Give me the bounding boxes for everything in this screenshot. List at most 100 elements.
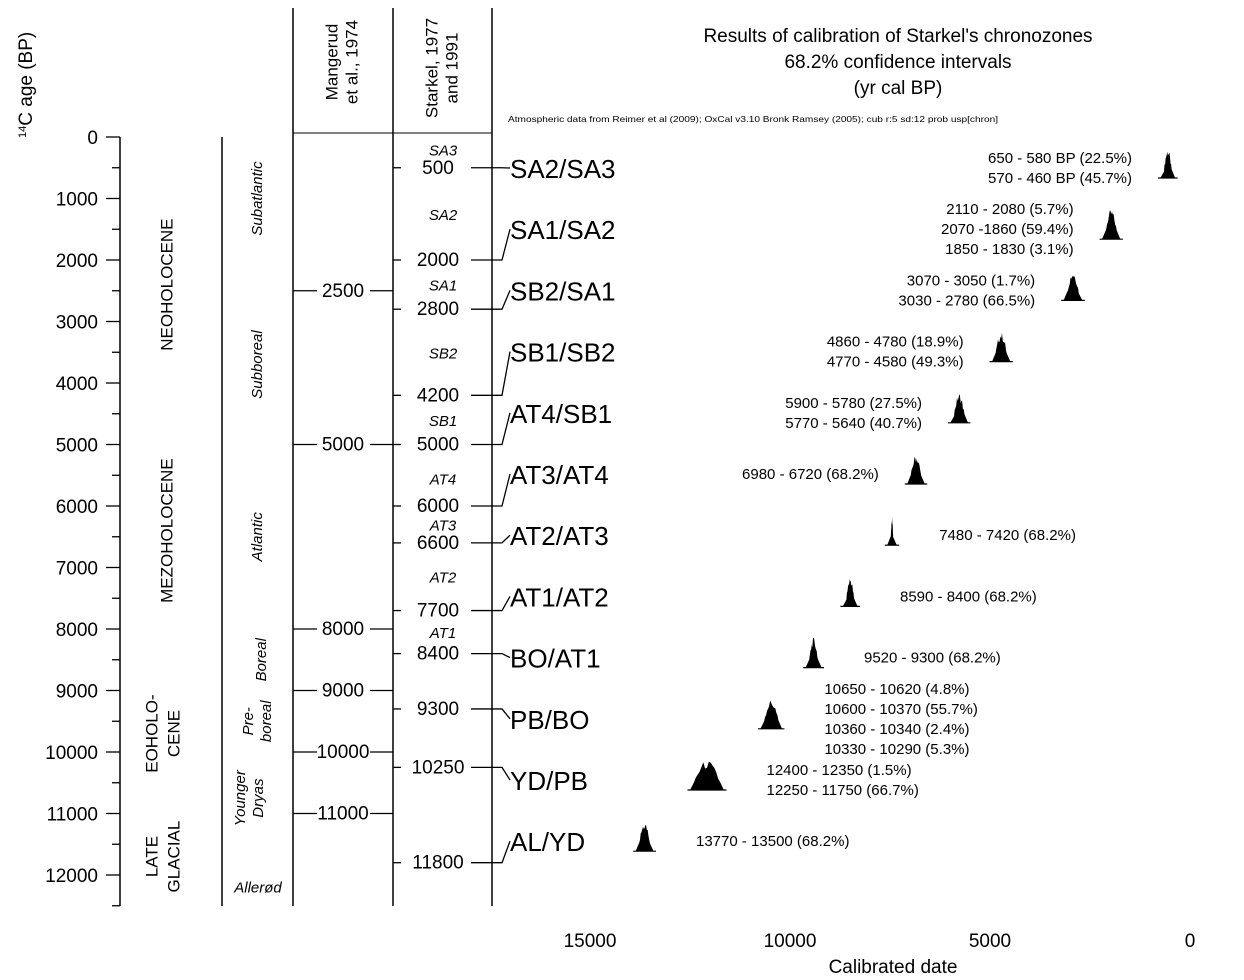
chart-title-line: Results of calibration of Starkel's chro… — [703, 26, 1092, 47]
series-range-label: 6980 - 6720 (68.2%) — [742, 466, 879, 483]
series-boundary-label: SA1/SA2 — [510, 215, 616, 245]
series-distribution-area — [887, 515, 897, 546]
series-boundary-label: BO/AT1 — [510, 644, 601, 674]
series-connector — [492, 412, 511, 446]
series-range-label: 5900 - 5780 (27.5%) — [785, 395, 922, 412]
starkel-header: Starkel, 1977 and 1991 — [422, 18, 461, 118]
series-connector — [492, 596, 511, 612]
x-axis-title: Calibrated date — [829, 957, 958, 978]
series-connector — [492, 652, 511, 659]
series-range-label: 7480 - 7420 (68.2%) — [939, 527, 1076, 544]
y-tick-label: 12000 — [45, 866, 98, 887]
chronozone-preboreal: Pre-boreal — [240, 700, 275, 742]
y-axis-title: 14C age (BP) — [16, 32, 37, 138]
period-label-late-glacial-line: LATE — [142, 836, 161, 877]
series-boundary-label: PB/BO — [510, 705, 589, 735]
y-axis-title-text: 14C age (BP) — [16, 32, 37, 138]
starkel-mark-label: 2000 — [417, 250, 459, 271]
series-distribution-area — [950, 394, 968, 423]
starkel-header-line: and 1991 — [442, 33, 461, 104]
period-label-late-glacial-line: GLACIAL — [164, 821, 183, 893]
chart-subtitle: Atmospheric data from Reimer et al (2009… — [508, 114, 998, 124]
starkel-mark-label: 8400 — [417, 644, 459, 665]
y-tick-label: 1000 — [56, 190, 98, 211]
period-label-eoholocene-line: EOHOLO- — [142, 694, 161, 772]
starkel-mark-label: 500 — [422, 158, 454, 179]
series-range-label: 13770 - 13500 (68.2%) — [696, 833, 849, 850]
mangerud-mark-label: 8000 — [322, 619, 364, 640]
series-distribution-area — [635, 824, 654, 852]
chronozone-younger-dryas: Younger Dryas — [232, 769, 267, 826]
series-distribution-area — [1160, 151, 1176, 178]
x-tick-label: 10000 — [764, 931, 817, 952]
mangerud-mark-label: 2500 — [322, 281, 364, 302]
y-tick-label: 4000 — [56, 374, 98, 395]
chronozone-allerod: Allerød — [233, 879, 282, 896]
y-axis-title-main: age (BP) — [16, 32, 37, 107]
series-boundary-label: AL/YD — [510, 827, 585, 857]
series-range-label: 10650 - 10620 (4.8%) — [824, 681, 969, 698]
chronozone-younger-dryas-line: Younger — [232, 769, 249, 826]
series-distribution-area — [690, 761, 724, 790]
mangerud-mark-label: 10000 — [317, 742, 370, 763]
y-tick-label: 11000 — [47, 805, 98, 826]
mangerud-mark-label: 9000 — [322, 681, 364, 702]
y-tick-label: 9000 — [56, 682, 98, 703]
chronozone-preboreal-line: Pre- — [240, 707, 257, 735]
y-axis-title-sup: 14 — [17, 126, 29, 138]
subzone-label: SA2 — [429, 207, 458, 224]
period-label-late-glacial: LATE GLACIAL — [142, 821, 183, 893]
series-connector — [492, 473, 511, 507]
starkel-mark-label: 10250 — [412, 757, 465, 778]
series-range-label: 10360 - 10340 (2.4%) — [824, 721, 969, 738]
subzone-label: SA1 — [429, 278, 457, 295]
starkel-mark-label: 9300 — [417, 699, 459, 720]
chronozone-subboreal-line: Subboreal — [249, 330, 266, 399]
chronozone-boreal: Boreal — [253, 637, 270, 681]
mangerud-header-line: Mangerud — [322, 24, 341, 101]
y-tick-label: 0 — [87, 128, 98, 149]
subzone-label: SA3 — [429, 142, 458, 159]
series-boundary-label: AT2/AT3 — [510, 521, 609, 551]
series-range-label: 9520 - 9300 (68.2%) — [864, 650, 1001, 667]
y-tick-label: 3000 — [56, 313, 98, 334]
subzone-label: SB1 — [429, 413, 457, 430]
chronozone-boreal-line: Boreal — [253, 637, 270, 681]
x-tick-label: 15000 — [564, 931, 617, 952]
series-connector — [492, 840, 511, 864]
period-label-mezoholocene: MEZOHOLOCENE — [157, 458, 176, 603]
y-tick-label: 7000 — [56, 559, 98, 580]
series-range-label: 1850 - 1830 (3.1%) — [945, 241, 1073, 258]
starkel-header-line: Starkel, 1977 — [422, 18, 441, 118]
starkel-mark-label: 6000 — [417, 496, 459, 517]
series-distribution-area — [992, 332, 1011, 362]
chronozone-younger-dryas-line: Dryas — [250, 778, 267, 818]
subzone-label: AT3 — [429, 517, 457, 534]
series-connector — [492, 351, 511, 396]
period-label-neoholocene: NEOHOLOCENE — [157, 218, 176, 350]
series-range-label: 4860 - 4780 (18.9%) — [827, 334, 964, 351]
subzone-label: AT2 — [429, 570, 457, 587]
starkel-mark-label: 5000 — [417, 435, 459, 456]
mangerud-mark-label: 5000 — [322, 435, 364, 456]
series-range-label: 10330 - 10290 (5.3%) — [824, 741, 969, 758]
series-distribution-area — [1102, 210, 1121, 240]
series-boundary-label: SB2/SA1 — [510, 276, 616, 306]
series-range-label: 8590 - 8400 (68.2%) — [900, 588, 1037, 605]
y-tick-label: 8000 — [56, 620, 98, 641]
starkel-mark-label: 11800 — [412, 853, 463, 874]
series-distribution-area — [1063, 276, 1083, 301]
series-boundary-label: AT3/AT4 — [510, 460, 609, 490]
series-distribution-area — [805, 637, 822, 668]
x-tick-label: 5000 — [969, 931, 1011, 952]
period-label-eoholocene-line: CENE — [164, 710, 183, 757]
starkel-mark-label: 7700 — [417, 601, 459, 622]
series-range-label: 3070 - 3050 (1.7%) — [907, 272, 1035, 289]
series-boundary-label: AT1/AT2 — [510, 582, 609, 612]
series-connector — [492, 229, 511, 261]
series-range-label: 12250 - 11750 (66.7%) — [767, 782, 919, 799]
chronozone-preboreal-line: boreal — [258, 700, 275, 742]
y-axis-title-pre: C — [16, 107, 37, 126]
starkel-mark-label: 6600 — [417, 533, 459, 554]
